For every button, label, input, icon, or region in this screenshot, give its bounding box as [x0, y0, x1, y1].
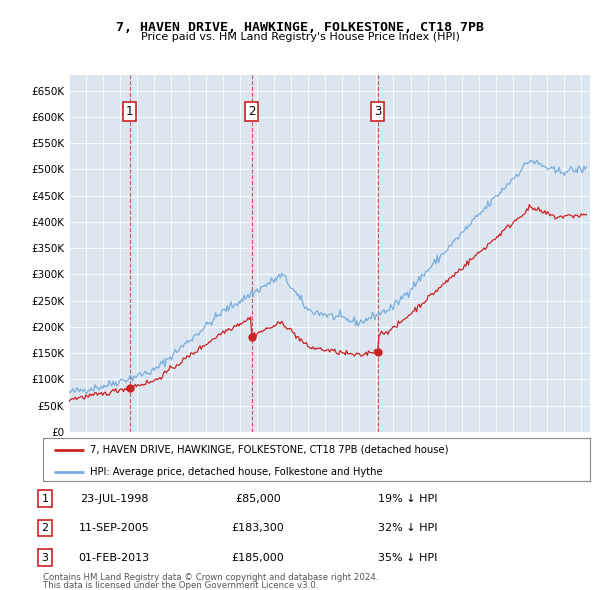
Text: HPI: Average price, detached house, Folkestone and Hythe: HPI: Average price, detached house, Folk…	[90, 467, 382, 477]
Text: Contains HM Land Registry data © Crown copyright and database right 2024.: Contains HM Land Registry data © Crown c…	[43, 572, 379, 582]
Text: 35% ↓ HPI: 35% ↓ HPI	[378, 553, 437, 562]
Text: 11-SEP-2005: 11-SEP-2005	[79, 523, 149, 533]
Text: 23-JUL-1998: 23-JUL-1998	[80, 494, 148, 503]
Text: 2: 2	[248, 105, 255, 118]
Text: 19% ↓ HPI: 19% ↓ HPI	[378, 494, 437, 503]
Text: £85,000: £85,000	[235, 494, 281, 503]
Text: This data is licensed under the Open Government Licence v3.0.: This data is licensed under the Open Gov…	[43, 581, 319, 590]
Text: £183,300: £183,300	[232, 523, 284, 533]
Text: 7, HAVEN DRIVE, HAWKINGE, FOLKESTONE, CT18 7PB: 7, HAVEN DRIVE, HAWKINGE, FOLKESTONE, CT…	[116, 21, 484, 34]
Text: 3: 3	[374, 105, 382, 118]
Text: £185,000: £185,000	[232, 553, 284, 562]
Text: 01-FEB-2013: 01-FEB-2013	[79, 553, 149, 562]
Text: Price paid vs. HM Land Registry's House Price Index (HPI): Price paid vs. HM Land Registry's House …	[140, 32, 460, 42]
Text: 3: 3	[41, 553, 49, 562]
Text: 2: 2	[41, 523, 49, 533]
Text: 1: 1	[126, 105, 133, 118]
Text: 1: 1	[41, 494, 49, 503]
Text: 32% ↓ HPI: 32% ↓ HPI	[378, 523, 437, 533]
Text: 7, HAVEN DRIVE, HAWKINGE, FOLKESTONE, CT18 7PB (detached house): 7, HAVEN DRIVE, HAWKINGE, FOLKESTONE, CT…	[90, 445, 448, 455]
